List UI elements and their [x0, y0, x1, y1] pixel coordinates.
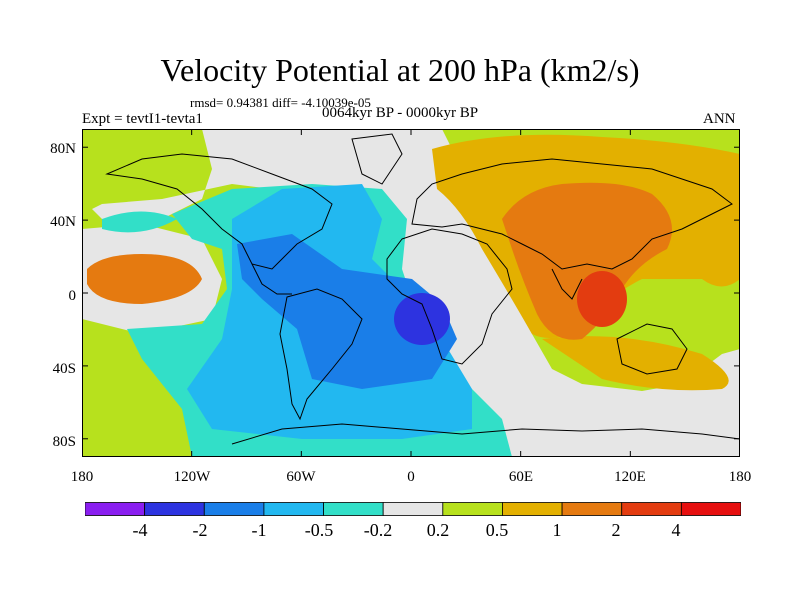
- colorbar-label-7: 0.5: [485, 520, 509, 540]
- contour-blue: [237, 234, 457, 389]
- colorbar-swatch: [442, 502, 503, 516]
- contour-gold-south: [542, 336, 729, 391]
- x-tick-60w: 60W: [286, 469, 316, 485]
- contour-deep-blue: [394, 293, 450, 345]
- map-panel: [82, 129, 740, 457]
- colorbar-swatch: [502, 502, 563, 516]
- colorbar-label-1: -4: [132, 520, 148, 540]
- colorbar-swatch: [323, 502, 384, 516]
- y-tick-40s: 40S: [52, 361, 76, 377]
- x-tick-0: 0: [407, 469, 415, 485]
- coast-europe-asia: [411, 158, 733, 270]
- coast-north-america: [105, 153, 333, 270]
- coast-south-america: [279, 288, 363, 421]
- x-tick-180w: 180: [70, 469, 94, 485]
- colorbar-swatch: [203, 502, 265, 516]
- colorbar-swatch: [144, 502, 205, 516]
- contour-red-orange: [577, 271, 627, 327]
- colorbar-label-5: -0.2: [363, 520, 393, 540]
- tickmarks: [82, 129, 740, 457]
- contour-orange-pacific: [87, 254, 202, 304]
- x-tick-120w: 120W: [173, 469, 211, 485]
- colorbar-swatch: [680, 502, 741, 516]
- coast-australia: [616, 323, 688, 375]
- y-tick-80s: 80S: [52, 434, 76, 450]
- coast-india: [551, 268, 583, 300]
- colorbar-swatch: [621, 502, 682, 516]
- colorbar-label-4: -0.5: [304, 520, 334, 540]
- colorbar-swatch: [382, 502, 444, 516]
- colorbar-label-9: 2: [611, 520, 621, 540]
- colorbar-swatch: [263, 502, 324, 516]
- experiment-label: Expt = tevtI1-tevta1: [82, 111, 203, 127]
- coast-africa: [386, 228, 513, 365]
- period-label: 0064kyr BP - 0000kyr BP: [322, 105, 479, 121]
- coast-antarctica: [231, 423, 740, 445]
- x-tick-120e: 120E: [614, 469, 646, 485]
- y-tick-40n: 40N: [50, 214, 76, 230]
- coast-greenland: [351, 133, 403, 185]
- y-tick-eq: 0: [68, 288, 77, 304]
- colorbar: [85, 502, 741, 516]
- x-tick-180e: 180: [728, 469, 752, 485]
- colorbar-swatch: [561, 502, 623, 516]
- coast-central-america: [251, 263, 292, 295]
- stats-line: rmsd= 0.94381 diff= -4.10039e-05: [190, 95, 371, 110]
- colorbar-label-2: -2: [192, 520, 208, 540]
- plot-title: Velocity Potential at 200 hPa (km2/s): [160, 52, 640, 88]
- contour-orange-asia: [502, 182, 672, 340]
- colorbar-label-6: 0.2: [426, 520, 450, 540]
- x-tick-60e: 60E: [508, 469, 534, 485]
- season-label: ANN: [703, 111, 736, 127]
- colorbar-label-10: 4: [671, 520, 681, 540]
- colorbar-swatch: [85, 502, 146, 516]
- coastlines: [105, 133, 740, 445]
- contour-teal-northpac: [102, 211, 177, 233]
- y-tick-80n: 80N: [50, 141, 76, 157]
- colorbar-label-3: -1: [251, 520, 267, 540]
- velocity-potential-field: [82, 129, 740, 457]
- colorbar-label-8: 1: [552, 520, 562, 540]
